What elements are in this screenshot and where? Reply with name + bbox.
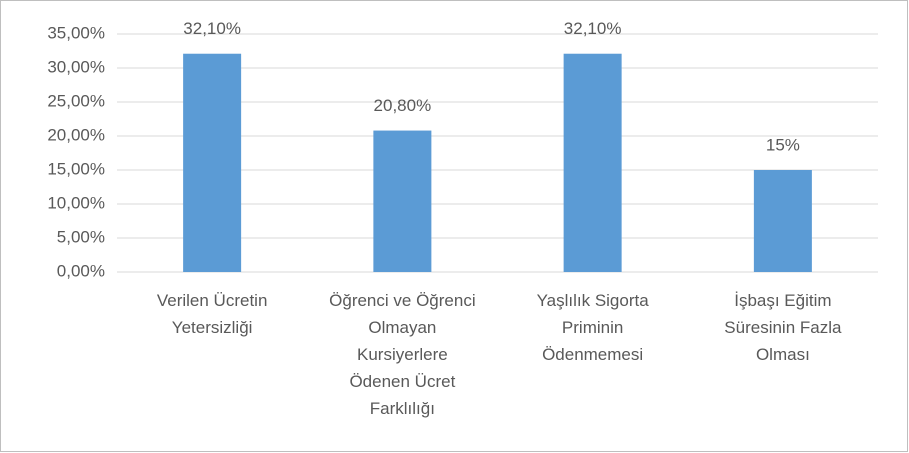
x-tick-label: Verilen Ücretin Yetersizliği [157,291,268,337]
x-tick-label: Öğrenci ve Öğrenci Olmayan Kursiyerlere Öde… [329,291,475,418]
bar [183,53,242,272]
y-tick-label: 20,00% [47,125,105,144]
y-tick-label: 5,00% [57,227,105,246]
bar [563,53,622,272]
bar [753,170,812,272]
x-tick-label: İşbaşı Eğitim Süresinin Fazla Olması [724,291,842,364]
y-tick-label: 10,00% [47,193,105,212]
y-tick-label: 30,00% [47,57,105,76]
x-tick-label: Yaşlılık Sigorta Priminin Ödenmemesi [537,291,650,364]
y-tick-label: 0,00% [57,261,105,280]
bar [373,130,432,272]
data-label: 15% [766,135,800,154]
data-label: 32,10% [564,19,622,38]
y-tick-label: 35,00% [47,23,105,42]
data-label: 32,10% [183,19,241,38]
y-tick-label: 15,00% [47,159,105,178]
y-tick-label: 25,00% [47,91,105,110]
data-label: 20,80% [374,96,432,115]
